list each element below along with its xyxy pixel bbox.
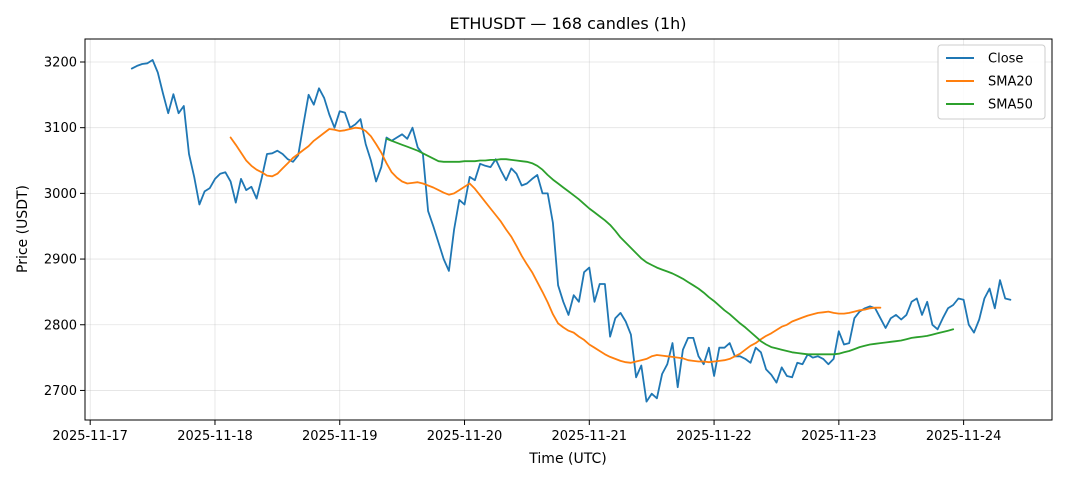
legend-label-sma20: SMA20: [988, 75, 1033, 90]
y-tick-label: 2900: [44, 253, 77, 268]
legend-box: [937, 44, 1046, 120]
y-tick-label: 3100: [44, 121, 77, 136]
x-tick-label: 2025-11-23: [801, 429, 877, 444]
y-tick-label: 2700: [44, 384, 77, 399]
x-tick-label: 2025-11-18: [177, 429, 253, 444]
legend-label-close: Close: [988, 52, 1023, 67]
series-line-sma20: [229, 126, 882, 364]
y-axis: 2700 2800 2900 3000 3100 3200: [44, 55, 85, 399]
x-tick-label: 2025-11-24: [926, 429, 1002, 444]
legend: Close SMA20 SMA50: [937, 44, 1046, 120]
x-axis: 2025-11-17 2025-11-18 2025-11-19 2025-11-20…: [52, 420, 1001, 444]
chart-title: ETHUSDT — 168 candles (1h): [449, 14, 686, 33]
y-tick-label: 2800: [44, 318, 77, 333]
y-axis-label: Price (USDT): [15, 185, 31, 273]
series-line-sma50: [385, 137, 955, 356]
y-tick-label: 3000: [44, 187, 77, 202]
legend-label-sma50: SMA50: [988, 98, 1033, 113]
grid: [85, 39, 1052, 420]
x-tick-label: 2025-11-22: [676, 429, 752, 444]
y-tick-label: 3200: [44, 55, 77, 70]
x-tick-label: 2025-11-19: [302, 429, 378, 444]
series-lines: [130, 59, 1012, 403]
x-axis-label: Time (UTC): [528, 451, 606, 467]
x-tick-label: 2025-11-17: [52, 429, 128, 444]
x-tick-label: 2025-11-20: [427, 429, 503, 444]
plot-frame: [84, 38, 1053, 421]
x-tick-label: 2025-11-21: [552, 429, 628, 444]
